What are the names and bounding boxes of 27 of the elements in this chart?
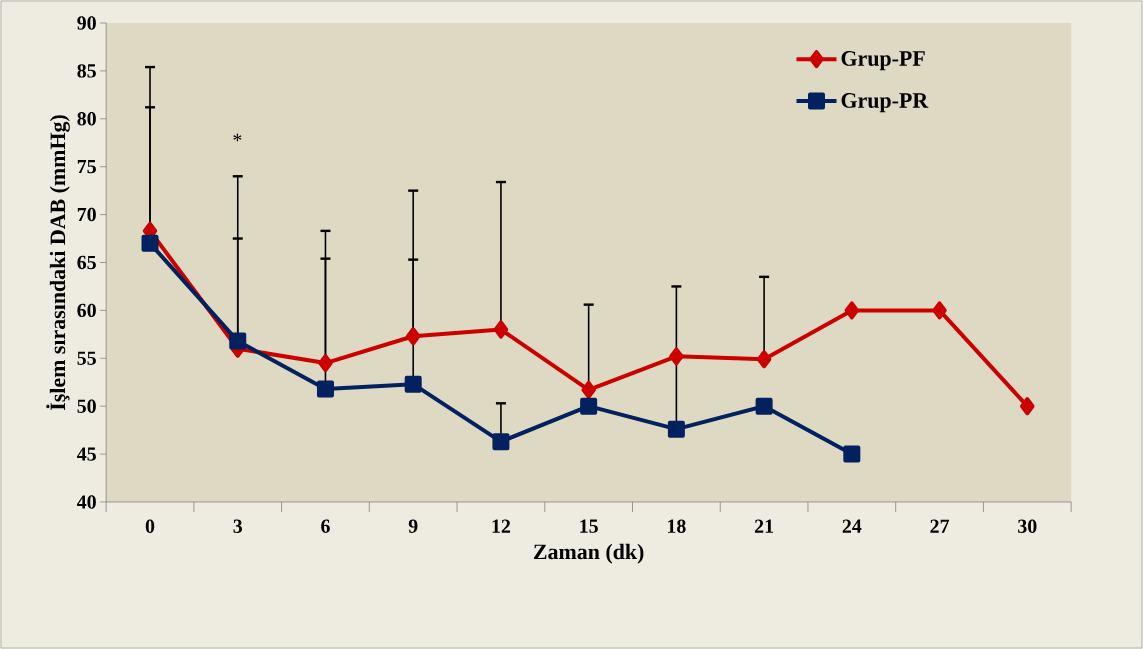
y-tick-label: 90: [77, 16, 96, 30]
x-tick-label: 30: [1018, 519, 1037, 533]
x-tick-label: 12: [492, 519, 511, 533]
annotation: *: [233, 133, 242, 142]
legend-label: Grup-PR: [841, 93, 929, 113]
x-tick-label: 18: [668, 519, 686, 533]
y-tick-label: 40: [76, 495, 96, 509]
x-tick-label: 0: [145, 519, 155, 533]
x-tick-label: 27: [930, 519, 950, 533]
x-tick-label: 21: [754, 519, 774, 533]
x-axis-title: Zaman (dk): [533, 543, 644, 564]
y-tick-label: 65: [77, 255, 96, 270]
y-tick-label: 55: [77, 351, 96, 365]
legend-label: Grup-PF: [841, 51, 925, 71]
x-tick-label: 15: [580, 519, 598, 533]
x-tick-label: 24: [842, 519, 862, 533]
y-tick-label: 80: [77, 112, 96, 126]
y-tick-label: 60: [77, 303, 96, 318]
y-axis-title: İşlem sırasındaki DAB (mmHg): [46, 115, 70, 411]
y-tick-label: 85: [77, 64, 96, 78]
y-tick-label: 50: [77, 399, 96, 413]
y-tick-label: 75: [77, 160, 96, 174]
x-tick-label: 3: [233, 519, 243, 533]
x-tick-label: 6: [321, 519, 330, 533]
y-tick-label: 70: [77, 207, 96, 222]
y-tick-label: 45: [76, 447, 96, 461]
x-tick-label: 9: [408, 519, 418, 533]
